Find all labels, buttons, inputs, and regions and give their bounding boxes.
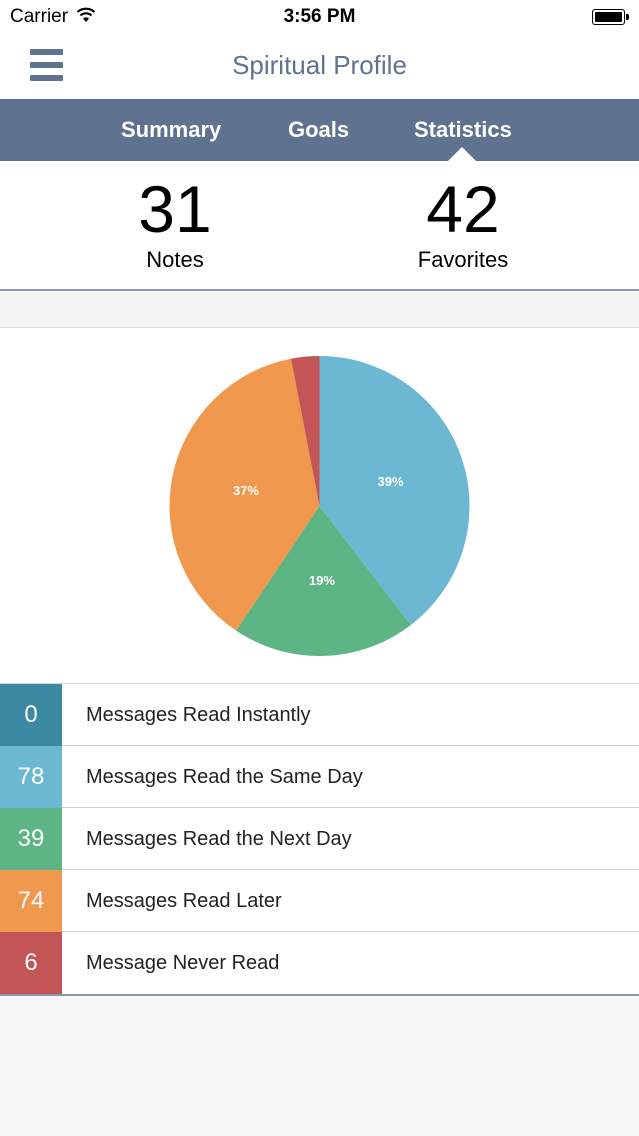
pie-slice-4 xyxy=(290,356,320,506)
legend-label: Message Never Read xyxy=(86,952,280,974)
legend-row-read-next-day[interactable]: 39 Messages Read the Next Day xyxy=(0,808,639,870)
wifi-icon xyxy=(76,7,96,22)
favorites-count: 42 xyxy=(426,172,500,246)
hamburger-menu-icon[interactable] xyxy=(30,49,63,81)
legend-count: 39 xyxy=(0,808,62,870)
selected-tab-indicator xyxy=(448,147,476,161)
pie-slice-1 xyxy=(319,356,470,626)
status-bar: Carrier 3:56 PM xyxy=(0,0,639,34)
stats-counts: 31 Notes 42 Favorites xyxy=(0,161,639,291)
legend-label: Messages Read the Same Day xyxy=(86,766,363,788)
tab-summary[interactable]: Summary xyxy=(121,117,222,142)
tab-bar: Summary Goals Statistics xyxy=(0,99,639,161)
pie-slice-2 xyxy=(236,506,411,656)
chart-legend: 0 Messages Read Instantly 78 Messages Re… xyxy=(0,684,639,996)
notes-label: Notes xyxy=(146,247,204,272)
carrier-label: Carrier xyxy=(10,6,69,27)
favorites-label: Favorites xyxy=(417,247,509,272)
legend-label: Messages Read Instantly xyxy=(86,704,311,726)
notes-stat[interactable]: 31 Notes xyxy=(75,171,275,273)
legend-count: 78 xyxy=(0,746,62,808)
pie-slice-label-1: 39% xyxy=(378,474,404,489)
legend-row-read-instantly[interactable]: 0 Messages Read Instantly xyxy=(0,684,639,746)
legend-count: 0 xyxy=(0,684,62,746)
favorites-stat[interactable]: 42 Favorites xyxy=(363,171,563,273)
pie-chart: 39% 19% 37% xyxy=(169,356,470,656)
section-spacer xyxy=(0,293,639,328)
pie-chart-container: 39% 19% 37% xyxy=(0,328,639,684)
legend-row-read-same-day[interactable]: 78 Messages Read the Same Day xyxy=(0,746,639,808)
pie-slice-label-2: 19% xyxy=(309,573,335,588)
battery-icon xyxy=(592,9,629,25)
legend-label: Messages Read Later xyxy=(86,890,282,912)
pie-slice-label-3: 37% xyxy=(233,483,259,498)
legend-row-never-read[interactable]: 6 Message Never Read xyxy=(0,932,639,994)
tab-statistics[interactable]: Statistics xyxy=(414,117,512,142)
legend-label: Messages Read the Next Day xyxy=(86,828,352,850)
legend-count: 74 xyxy=(0,870,62,932)
notes-count: 31 xyxy=(138,172,212,246)
legend-count: 6 xyxy=(0,932,62,994)
status-time: 3:56 PM xyxy=(283,6,356,27)
pie-slice-3 xyxy=(169,358,320,631)
legend-row-read-later[interactable]: 74 Messages Read Later xyxy=(0,870,639,932)
tab-goals[interactable]: Goals xyxy=(288,117,350,142)
page-title: Spiritual Profile xyxy=(232,50,407,80)
nav-bar: Spiritual Profile xyxy=(0,34,639,99)
